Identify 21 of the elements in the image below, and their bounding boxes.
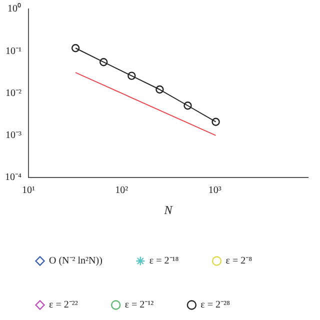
y-tick-label: 10⁻⁴ — [4, 172, 22, 184]
y-tick-label: 10⁻² — [5, 88, 22, 99]
point — [128, 72, 136, 80]
y-tick-label: 10⁰ — [7, 2, 22, 15]
x-tick-label: 10³ — [208, 185, 222, 196]
point — [71, 44, 80, 52]
point — [184, 102, 192, 110]
legend-label: O (N⁻² ln²N)) — [49, 256, 102, 267]
legend-label: ε = 2⁻⁸ — [226, 256, 253, 267]
point — [100, 58, 108, 66]
x-tick-label: 10² — [115, 185, 128, 196]
legend-label: ε = 2⁻¹⁸ — [149, 256, 180, 267]
point — [212, 118, 220, 126]
point — [156, 85, 164, 94]
legend-label: ε = 2⁻²⁸ — [200, 300, 231, 311]
legend-label: ε = 2⁻¹² — [124, 300, 154, 311]
x-axis-title: N — [163, 202, 174, 217]
y-tick-label: 10⁻³ — [5, 130, 22, 142]
y-tick-label: 10⁻¹ — [5, 46, 22, 57]
x-tick-label: 10¹ — [22, 185, 35, 196]
legend-label: ε = 2⁻²² — [49, 300, 78, 311]
